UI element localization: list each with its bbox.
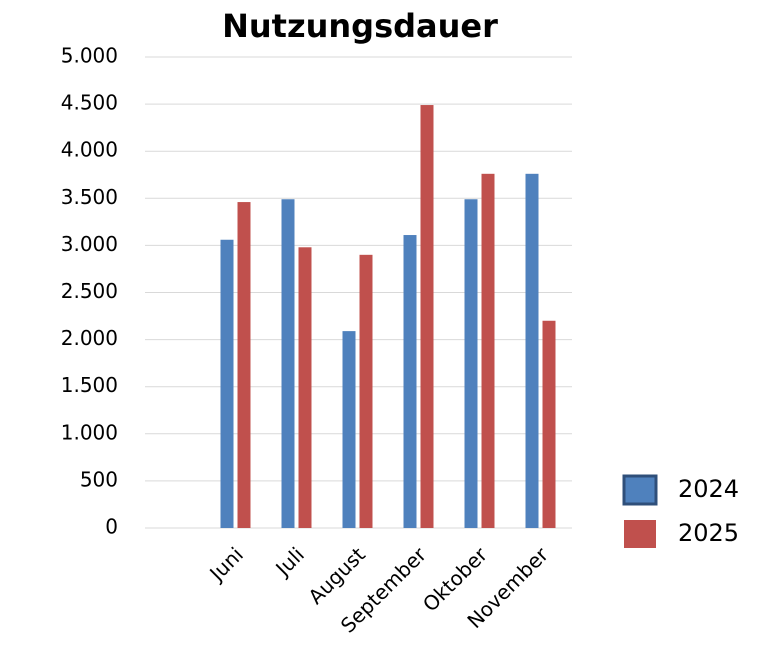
y-tick-label: 3.000 (61, 232, 118, 256)
chart-title: Nutzungsdauer (222, 7, 498, 45)
bar (525, 173, 539, 529)
legend-swatch (622, 474, 658, 506)
y-tick-label: 500 (80, 467, 118, 491)
bar (481, 173, 495, 529)
y-tick-label: 4.500 (61, 91, 118, 115)
y-tick-label: 3.500 (61, 185, 118, 209)
bar (298, 247, 312, 528)
legend-label: 2024 (678, 475, 739, 503)
bar (420, 105, 434, 529)
bar (403, 235, 417, 528)
y-tick-label: 2.500 (61, 279, 118, 303)
legend-label: 2025 (678, 519, 739, 547)
legend-swatch (624, 520, 656, 548)
bar (542, 320, 556, 528)
y-tick-label: 4.000 (61, 138, 118, 162)
y-tick-label: 2.000 (61, 326, 118, 350)
y-tick-label: 5.000 (61, 44, 118, 68)
bar (342, 331, 356, 528)
bar (359, 254, 373, 528)
bar (220, 239, 234, 529)
y-tick-label: 0 (105, 515, 118, 539)
x-tick-label: Juli (270, 542, 309, 581)
bar (464, 199, 478, 528)
x-tick-label: Juni (204, 542, 248, 586)
bar (281, 199, 295, 528)
y-tick-label: 1.500 (61, 373, 118, 397)
y-tick-label: 1.000 (61, 420, 118, 444)
bar (237, 202, 251, 528)
